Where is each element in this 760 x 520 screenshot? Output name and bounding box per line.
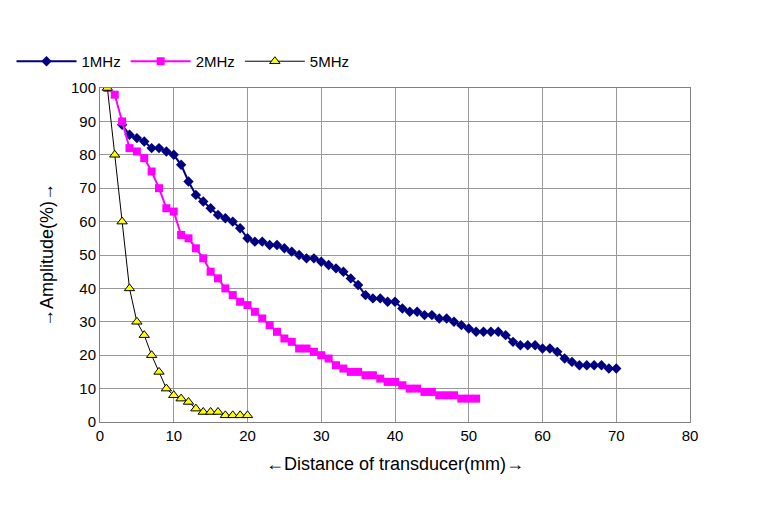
svg-text:1MHz: 1MHz [82,53,121,70]
svg-text:50: 50 [460,427,477,444]
svg-text:90: 90 [79,113,96,130]
svg-text:2MHz: 2MHz [196,53,235,70]
svg-text:80: 80 [79,146,96,163]
svg-text:60: 60 [534,427,551,444]
svg-text:→Amplitude(%)→: →Amplitude(%)→ [37,183,57,327]
svg-text:70: 70 [79,179,96,196]
svg-text:10: 10 [165,427,182,444]
svg-text:0: 0 [88,413,96,430]
svg-text:20: 20 [79,346,96,363]
svg-text:70: 70 [608,427,625,444]
svg-text:60: 60 [79,213,96,230]
svg-text:←Distance of transducer(mm)→: ←Distance of transducer(mm)→ [266,454,524,474]
svg-text:20: 20 [239,427,256,444]
svg-text:5MHz: 5MHz [310,53,349,70]
svg-text:80: 80 [682,427,699,444]
svg-text:40: 40 [79,280,96,297]
svg-text:100: 100 [71,79,96,96]
svg-text:0: 0 [96,427,104,444]
svg-text:50: 50 [79,246,96,263]
svg-text:30: 30 [79,313,96,330]
svg-text:10: 10 [79,380,96,397]
svg-text:30: 30 [313,427,330,444]
svg-text:40: 40 [387,427,404,444]
